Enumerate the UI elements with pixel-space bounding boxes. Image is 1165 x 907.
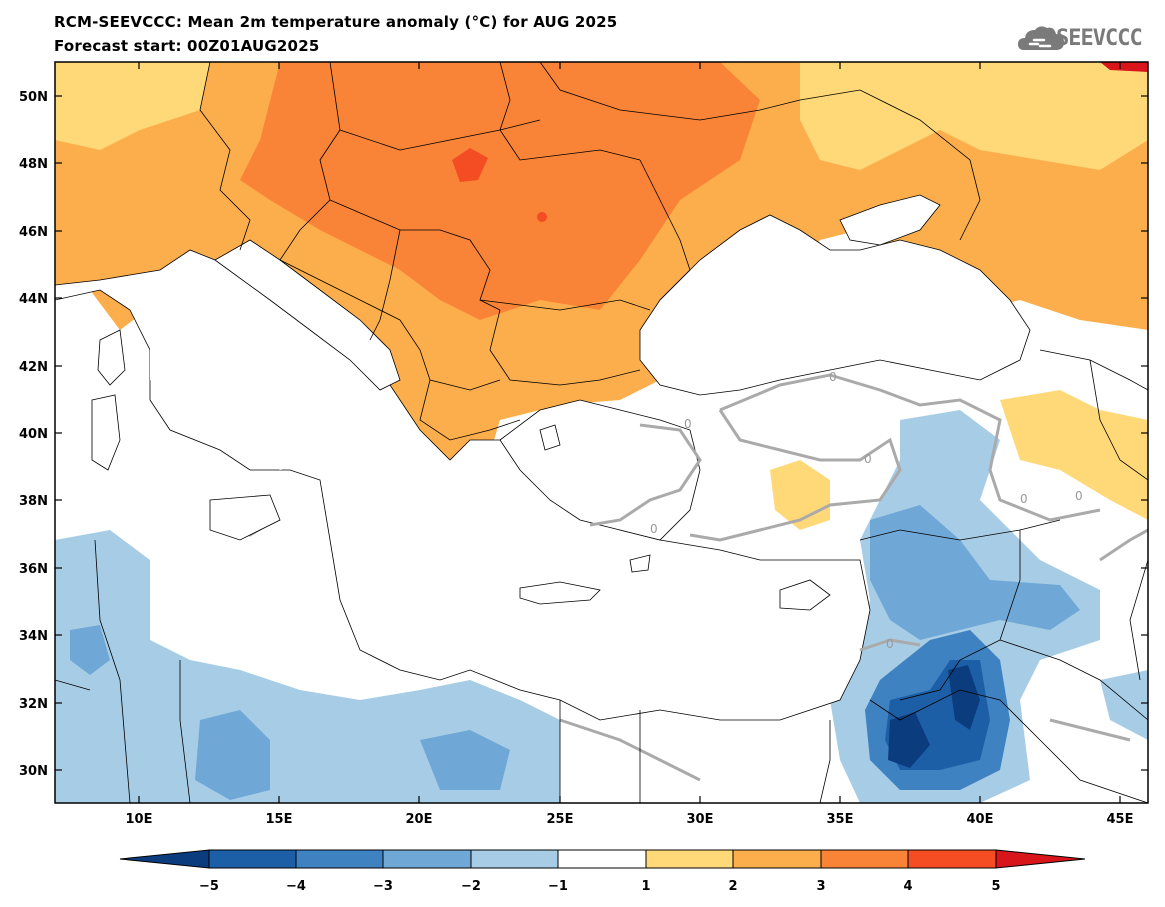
lon-tick-label: 25E (547, 812, 574, 827)
lon-tick-label: 35E (827, 812, 854, 827)
black-sea (639, 214, 1031, 396)
colorbar-label: −3 (373, 879, 393, 894)
anomaly-field-m2to-m1-africa (55, 530, 560, 803)
lat-tick-label: 30N (19, 764, 48, 779)
colorbar-label: 4 (903, 879, 912, 894)
anomaly-field-1to2-west (55, 62, 210, 150)
colorbar-label: 2 (728, 879, 737, 894)
tyrrhenian-gap (150, 300, 330, 470)
colorbar-label: −5 (199, 879, 219, 894)
longitude-axis: 10E 15E 20E 25E 30E 35E 40E 45E (126, 62, 1134, 827)
anomaly-field-m2to-m1-east (1100, 670, 1148, 740)
anomaly-field-1to2-east (1000, 390, 1148, 520)
colorbar-segment (557, 849, 647, 869)
colorbar-label: −4 (286, 879, 306, 894)
sea-of-azov (839, 194, 941, 246)
lat-tick-label: 46N (19, 225, 48, 240)
lat-tick-label: 38N (19, 494, 48, 509)
anomaly-field-m3to-m2-tunisia (70, 625, 110, 675)
colorbar-segment (820, 849, 909, 869)
lon-tick-label: 45E (1107, 812, 1134, 827)
colorbar-arrow-right (995, 849, 1086, 869)
lon-tick-label: 10E (126, 812, 153, 827)
lon-tick-label: 15E (266, 812, 293, 827)
lat-tick-label: 40N (19, 427, 48, 442)
logo-text: SEEVCCC (1056, 26, 1143, 51)
lat-tick-label: 36N (19, 562, 48, 577)
lon-tick-label: 30E (687, 812, 714, 827)
colorbar-segment (732, 849, 822, 869)
lat-tick-label: 44N (19, 292, 48, 307)
lat-tick-label: 48N (19, 157, 48, 172)
colorbar: −5 −4 −3 −2 −1 1 2 3 4 5 (119, 849, 1086, 894)
contour-label: 0 (886, 637, 894, 651)
lat-tick-label: 42N (19, 360, 48, 375)
colorbar-segment (907, 849, 997, 869)
lat-tick-label: 32N (19, 697, 48, 712)
colorbar-segment (382, 849, 472, 869)
lat-tick-label: 34N (19, 629, 48, 644)
map-area: 0 0 0 0 0 0 0 0 (55, 62, 1148, 803)
country-boundaries (55, 62, 1148, 803)
forecast-start-label: Forecast start: 00Z01AUG2025 (54, 37, 320, 55)
anomaly-spot-4to5 (537, 212, 547, 222)
colorbar-arrow-left (119, 849, 210, 869)
colorbar-segment (208, 849, 297, 869)
colorbar-label: 5 (991, 879, 1000, 894)
lon-tick-label: 20E (406, 812, 433, 827)
anomaly-field-5plus (1100, 62, 1148, 72)
anomaly-field-3to4 (240, 62, 760, 320)
contour-label: 0 (1075, 489, 1083, 503)
anomaly-field-m3to-m2-syria (870, 505, 1080, 640)
islands (91, 329, 831, 611)
colorbar-label: −2 (461, 879, 481, 894)
lat-tick-label: 50N (19, 90, 48, 105)
lon-tick-label: 40E (967, 812, 994, 827)
chart-title: RCM-SEEVCCC: Mean 2m temperature anomaly… (54, 13, 618, 31)
anomaly-field-1to2-north (800, 62, 1148, 170)
contour-label: 0 (650, 522, 658, 536)
colorbar-label: 1 (641, 879, 650, 894)
colorbar-label: −1 (548, 879, 568, 894)
colorbar-label: 3 (816, 879, 825, 894)
anomaly-field-m5-core (888, 712, 930, 768)
anomaly-field-m5-core-east (948, 665, 980, 730)
cloud-icon (1018, 26, 1064, 50)
anomaly-field-m3to-m2-libya (420, 730, 510, 790)
contour-label: 0 (684, 417, 692, 431)
colorbar-segment (295, 849, 384, 869)
colorbar-segment (470, 849, 559, 869)
latitude-axis: 50N 48N 46N 44N 42N 40N 38N 36N 34N 32N … (19, 90, 1148, 779)
colorbar-segment (645, 849, 734, 869)
anomaly-field-4to5 (452, 148, 488, 182)
contour-label: 0 (1020, 492, 1028, 506)
contour-label: 0 (864, 452, 872, 466)
anomaly-field-m3to-m2-africa (195, 710, 270, 800)
contour-label: 0 (829, 370, 837, 384)
adriatic-sea (214, 239, 401, 391)
